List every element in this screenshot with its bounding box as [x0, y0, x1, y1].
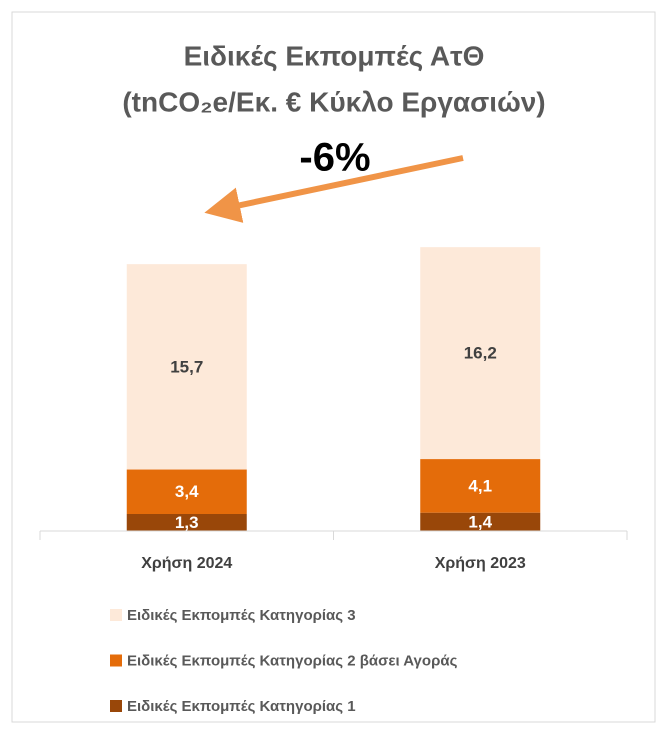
- bar-segment: [420, 247, 541, 460]
- data-label: 3,4: [175, 482, 199, 501]
- legend-label: Ειδικές Εκπομπές Κατηγορίας 2 βάσει Αγορ…: [127, 652, 458, 669]
- data-label: 15,7: [170, 357, 203, 376]
- chart-border: [11, 11, 656, 723]
- chart-title: (tnCO₂e/Εκ. € Κύκλο Εργασιών): [122, 86, 545, 117]
- bar-segment: [126, 513, 247, 531]
- x-tick-label: Χρήση 2024: [141, 555, 232, 572]
- annotation: -6%: [299, 136, 370, 180]
- bar-segment: [126, 264, 247, 470]
- x-tick-label: Χρήση 2023: [435, 555, 526, 572]
- bar-segment: [420, 512, 541, 531]
- data-label: 16,2: [464, 344, 497, 363]
- legend-label: Ειδικές Εκπομπές Κατηγορίας 1: [127, 698, 356, 715]
- legend-swatch: [110, 654, 122, 667]
- arrow: [204, 155, 464, 223]
- legend-swatch: [110, 609, 122, 621]
- data-label: 4,1: [468, 476, 492, 495]
- data-label: 1,3: [175, 513, 199, 532]
- bar-segment: [420, 459, 541, 513]
- legend-swatch: [110, 700, 122, 712]
- data-label: 1,4: [468, 512, 492, 531]
- bar-segment: [126, 469, 247, 514]
- chart-title: Ειδικές Εκπομπές ΑτΘ: [184, 40, 485, 71]
- legend-label: Ειδικές Εκπομπές Κατηγορίας 3: [127, 607, 356, 624]
